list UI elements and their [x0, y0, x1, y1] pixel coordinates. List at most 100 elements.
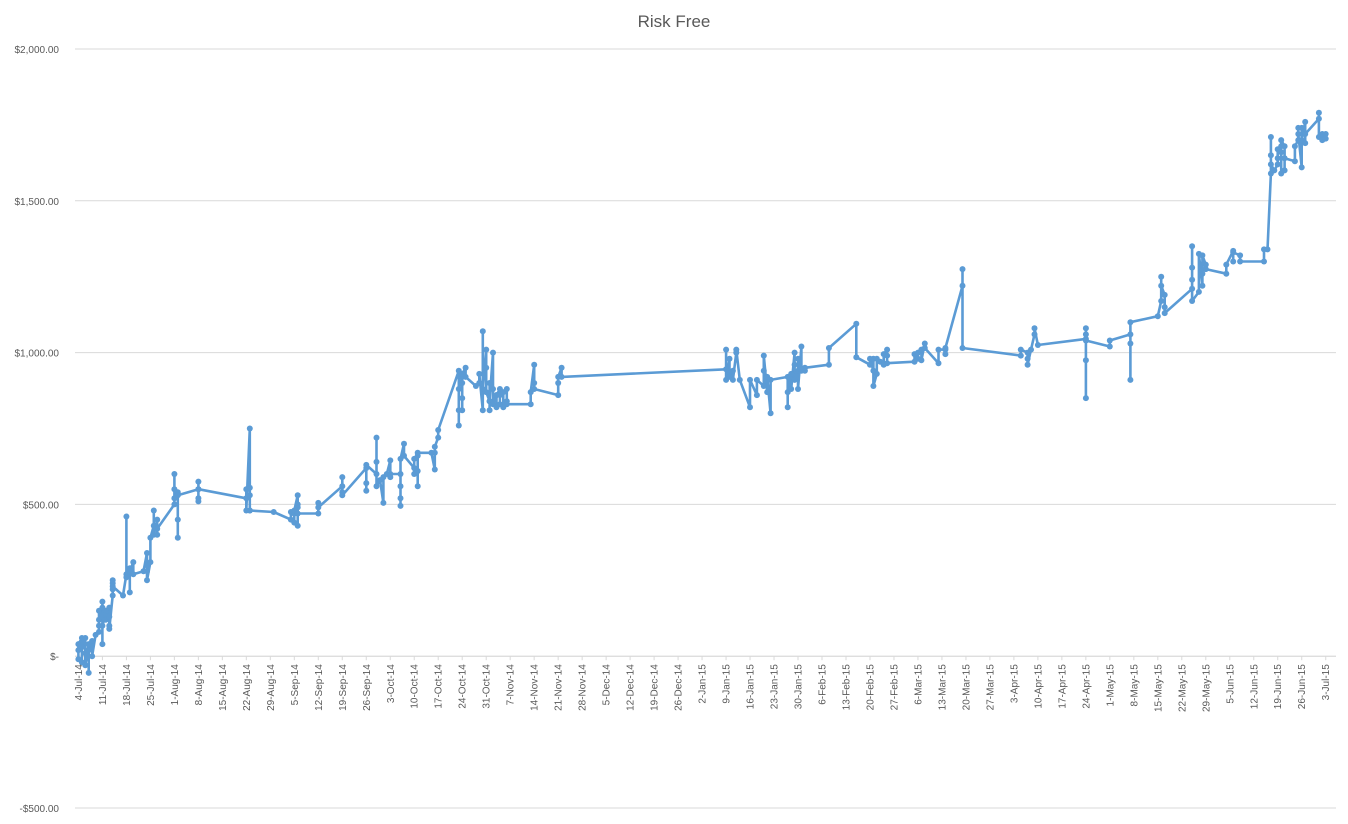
data-point: [294, 510, 301, 517]
data-point: [363, 487, 370, 494]
x-tick-label: 10-Apr-15: [1033, 664, 1044, 709]
data-point: [1230, 249, 1237, 256]
data-point: [935, 346, 942, 353]
data-point: [1189, 285, 1196, 292]
data-point: [123, 513, 130, 520]
data-point: [483, 389, 490, 396]
data-point: [82, 662, 89, 669]
x-tick-label: 27-Feb-15: [889, 664, 900, 711]
data-point: [109, 583, 116, 590]
data-point: [414, 449, 421, 456]
data-point: [462, 364, 469, 371]
y-tick-label: $-: [50, 652, 59, 663]
data-point: [1223, 261, 1230, 268]
data-point: [726, 355, 733, 362]
data-point: [109, 592, 116, 599]
data-point: [373, 458, 380, 465]
x-tick-label: 28-Nov-14: [578, 664, 589, 711]
data-point: [555, 380, 562, 386]
x-tick-label: 24-Apr-15: [1081, 664, 1092, 709]
data-point: [1031, 325, 1038, 332]
data-point: [315, 504, 322, 511]
data-point: [1158, 298, 1165, 304]
data-point: [154, 531, 161, 538]
data-point: [753, 392, 760, 399]
data-point: [1267, 161, 1274, 168]
data-point: [154, 525, 161, 532]
data-point: [147, 559, 154, 566]
data-point: [99, 622, 106, 629]
data-point: [435, 434, 442, 441]
data-point: [959, 345, 966, 351]
data-point: [490, 349, 496, 356]
data-point: [788, 370, 795, 377]
data-point: [784, 404, 791, 411]
x-tick-label: 18-Jul-14: [122, 664, 133, 706]
data-point: [479, 328, 486, 335]
data-point: [363, 480, 370, 487]
data-point: [246, 425, 253, 432]
data-point: [767, 376, 774, 383]
data-point: [171, 471, 178, 477]
data-point: [736, 376, 743, 383]
data-point: [918, 357, 925, 364]
data-point: [459, 407, 466, 414]
data-point: [760, 383, 767, 389]
data-point: [801, 364, 808, 371]
x-tick-label: 8-May-15: [1129, 664, 1140, 707]
data-point: [1127, 376, 1134, 383]
data-point: [387, 457, 394, 464]
y-tick-label: $500.00: [23, 500, 60, 511]
data-point: [130, 571, 137, 578]
x-tick-label: 27-Mar-15: [985, 664, 996, 711]
data-point: [144, 550, 150, 556]
data-point: [1267, 152, 1274, 159]
data-point: [825, 361, 832, 368]
data-point: [1189, 264, 1196, 271]
x-tick-label: 10-Oct-14: [410, 664, 421, 709]
data-point: [1034, 342, 1041, 348]
data-point: [294, 522, 301, 529]
data-point: [1028, 346, 1034, 353]
data-point: [483, 346, 490, 353]
data-point: [1267, 134, 1274, 140]
data-point: [483, 364, 490, 371]
data-point: [1199, 282, 1206, 289]
data-point: [531, 380, 538, 386]
x-tick-label: 17-Apr-15: [1057, 664, 1068, 709]
data-point: [555, 392, 562, 399]
data-point: [315, 499, 322, 506]
data-point: [459, 395, 466, 402]
data-point: [85, 669, 92, 676]
data-point: [873, 370, 880, 377]
x-tick-label: 19-Dec-14: [650, 664, 661, 711]
data-point: [1291, 158, 1298, 165]
data-point: [1322, 135, 1329, 142]
data-point: [78, 644, 85, 651]
data-point: [531, 386, 538, 392]
data-point: [1161, 310, 1168, 317]
data-point: [853, 354, 860, 361]
x-tick-label: 20-Mar-15: [961, 664, 972, 711]
x-tick-label: 19-Jun-15: [1273, 664, 1284, 709]
data-point: [154, 516, 161, 523]
chart-title: Risk Free: [637, 12, 711, 31]
data-point: [1031, 331, 1038, 338]
data-point: [747, 404, 753, 411]
data-point: [1158, 273, 1165, 280]
x-tick-label: 12-Jun-15: [1249, 664, 1260, 709]
data-point: [788, 386, 795, 392]
x-tick-label: 13-Feb-15: [841, 664, 852, 711]
data-point: [1189, 243, 1196, 250]
data-point: [791, 376, 798, 383]
data-point: [1291, 143, 1298, 150]
data-point: [853, 320, 860, 327]
data-point: [174, 492, 181, 499]
x-tick-label: 15-Aug-14: [218, 664, 229, 711]
data-point: [435, 427, 442, 433]
data-point: [99, 641, 106, 648]
x-tick-label: 29-Aug-14: [266, 664, 277, 711]
x-tick-label: 22-Aug-14: [242, 664, 253, 711]
